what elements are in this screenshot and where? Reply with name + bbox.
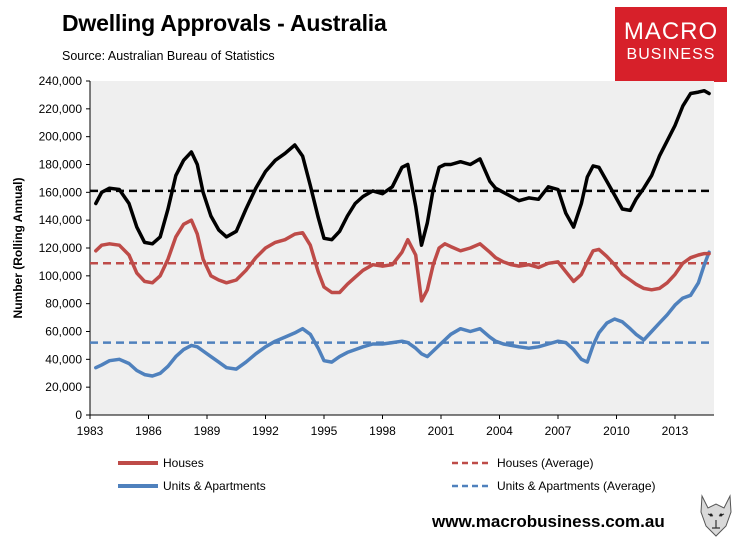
- legend-label-units-apartments-average: Units & Apartments (Average): [497, 479, 656, 493]
- x-tick-label: 2007: [545, 424, 572, 438]
- y-tick-label: 60,000: [45, 325, 82, 339]
- y-tick-label: 120,000: [39, 241, 83, 255]
- x-tick-label: 1989: [194, 424, 221, 438]
- y-axis-label: Number (Rolling Annual): [11, 178, 25, 319]
- x-tick-label: 2013: [662, 424, 689, 438]
- plot-area: [90, 81, 714, 415]
- x-tick-label: 1995: [311, 424, 338, 438]
- x-tick-label: 2010: [603, 424, 630, 438]
- wolf-mascot-icon: [700, 494, 732, 537]
- x-tick-label: 2001: [428, 424, 455, 438]
- x-tick-label: 1983: [77, 424, 104, 438]
- y-tick-label: 80,000: [45, 297, 82, 311]
- x-tick-label: 1992: [252, 424, 279, 438]
- x-tick-label: 1986: [135, 424, 162, 438]
- y-tick-label: 200,000: [39, 130, 83, 144]
- series-line-houses: [94, 218, 711, 303]
- website-url[interactable]: www.macrobusiness.com.au: [432, 512, 665, 531]
- y-tick-label: 0: [75, 408, 82, 422]
- x-tick-label: 2004: [486, 424, 513, 438]
- y-tick-label: 100,000: [39, 269, 83, 283]
- logo-line-1: MACRO: [623, 18, 719, 45]
- y-tick-label: 220,000: [39, 102, 83, 116]
- y-tick-label: 40,000: [45, 352, 82, 366]
- chart-title: Dwelling Approvals - Australia: [62, 10, 387, 36]
- y-tick-label: 240,000: [39, 74, 83, 88]
- y-tick-label: 160,000: [39, 185, 83, 199]
- chart-subtitle: Source: Australian Bureau of Statistics: [62, 49, 275, 63]
- y-tick-label: 180,000: [39, 158, 83, 172]
- x-tick-label: 1998: [369, 424, 396, 438]
- logo-line-2: BUSINESS: [626, 46, 716, 63]
- legend-label-houses-average: Houses (Average): [497, 456, 594, 470]
- legend-label-houses: Houses: [163, 456, 204, 470]
- series-line-total: [94, 88, 711, 247]
- macrobusiness-logo: MACRO BUSINESS: [615, 7, 727, 82]
- series-line-units-apartments: [94, 250, 711, 378]
- y-tick-label: 140,000: [39, 213, 83, 227]
- y-tick-label: 20,000: [45, 380, 82, 394]
- legend-label-units-apartments: Units & Apartments: [163, 479, 266, 493]
